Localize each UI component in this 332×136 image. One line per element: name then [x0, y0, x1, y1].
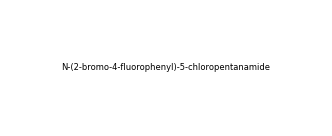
Text: N-(2-bromo-4-fluorophenyl)-5-chloropentanamide: N-(2-bromo-4-fluorophenyl)-5-chloropenta…	[61, 64, 271, 72]
